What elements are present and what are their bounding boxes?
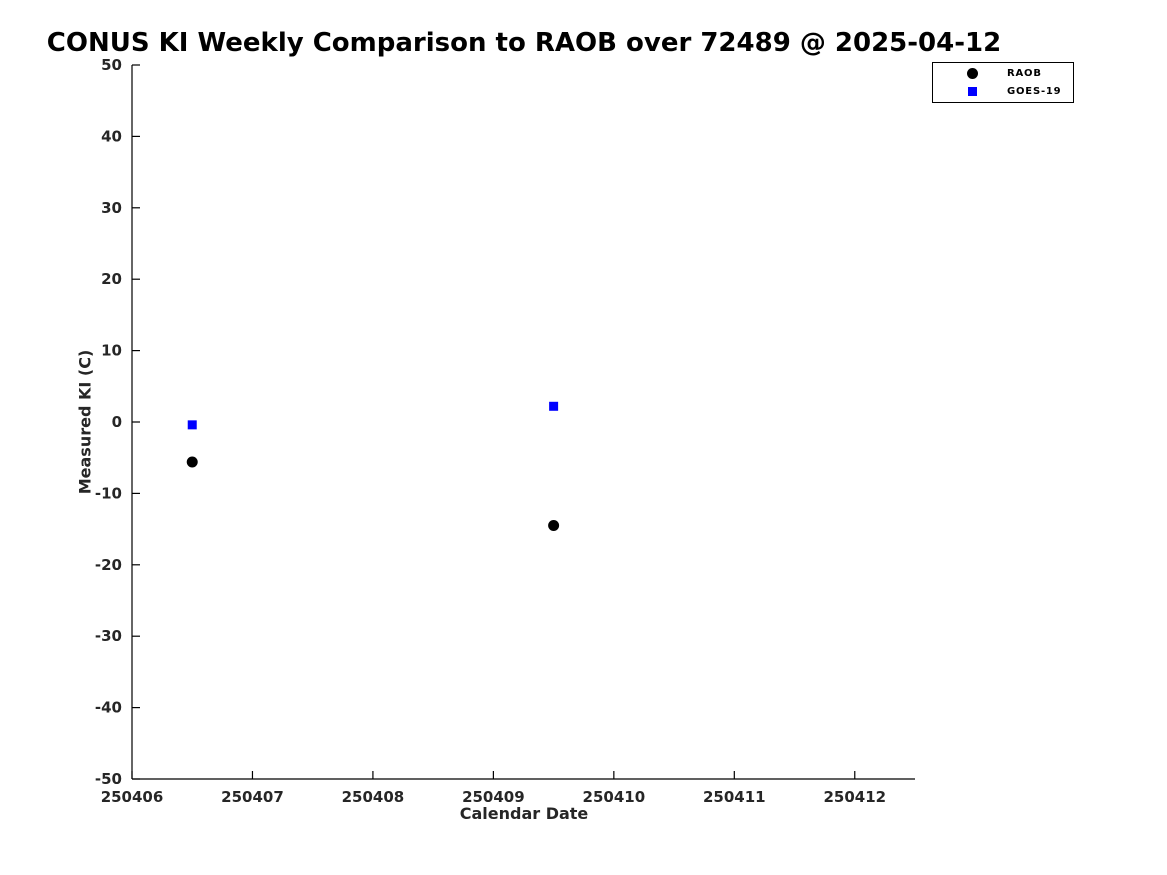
data-point-goes-19 [549,401,559,411]
legend-item-goes-19: GOES-19 [965,83,1073,101]
y-tick-label: -10 [95,484,122,502]
y-tick-label: -20 [95,556,122,574]
x-axis-label: Calendar Date [459,804,589,823]
x-tick-label: 250409 [462,788,525,806]
legend-label-raob: RAOB [1007,68,1042,79]
x-tick-label: 250412 [823,788,886,806]
legend-label-goes-19: GOES-19 [1007,86,1062,97]
x-tick-label: 250406 [101,788,164,806]
raob-marker-icon [966,68,978,79]
y-tick-label: 30 [101,199,122,217]
y-tick-label: -30 [95,627,122,645]
y-tick-label: 10 [101,342,122,360]
x-tick-label: 250410 [583,788,646,806]
y-tick-label: 20 [101,270,122,288]
x-tick-label: 250411 [703,788,766,806]
x-tick-label: 250407 [221,788,284,806]
y-tick-label: -40 [95,699,122,717]
goes-19-marker-icon [967,87,977,96]
y-axis-label: Measured KI (C) [75,349,95,495]
legend: RAOB GOES-19 [932,62,1074,103]
y-tick-label: 0 [112,413,122,431]
data-point-raob [186,456,198,468]
chart-title: CONUS KI Weekly Comparison to RAOB over … [46,28,1002,58]
data-point-raob [548,520,560,532]
y-tick-label: 50 [101,56,122,74]
y-tick-label: -50 [95,770,122,788]
y-tick-label: 40 [101,127,122,145]
data-point-goes-19 [187,420,197,430]
legend-item-raob: RAOB [965,65,1073,83]
x-tick-label: 250408 [342,788,405,806]
